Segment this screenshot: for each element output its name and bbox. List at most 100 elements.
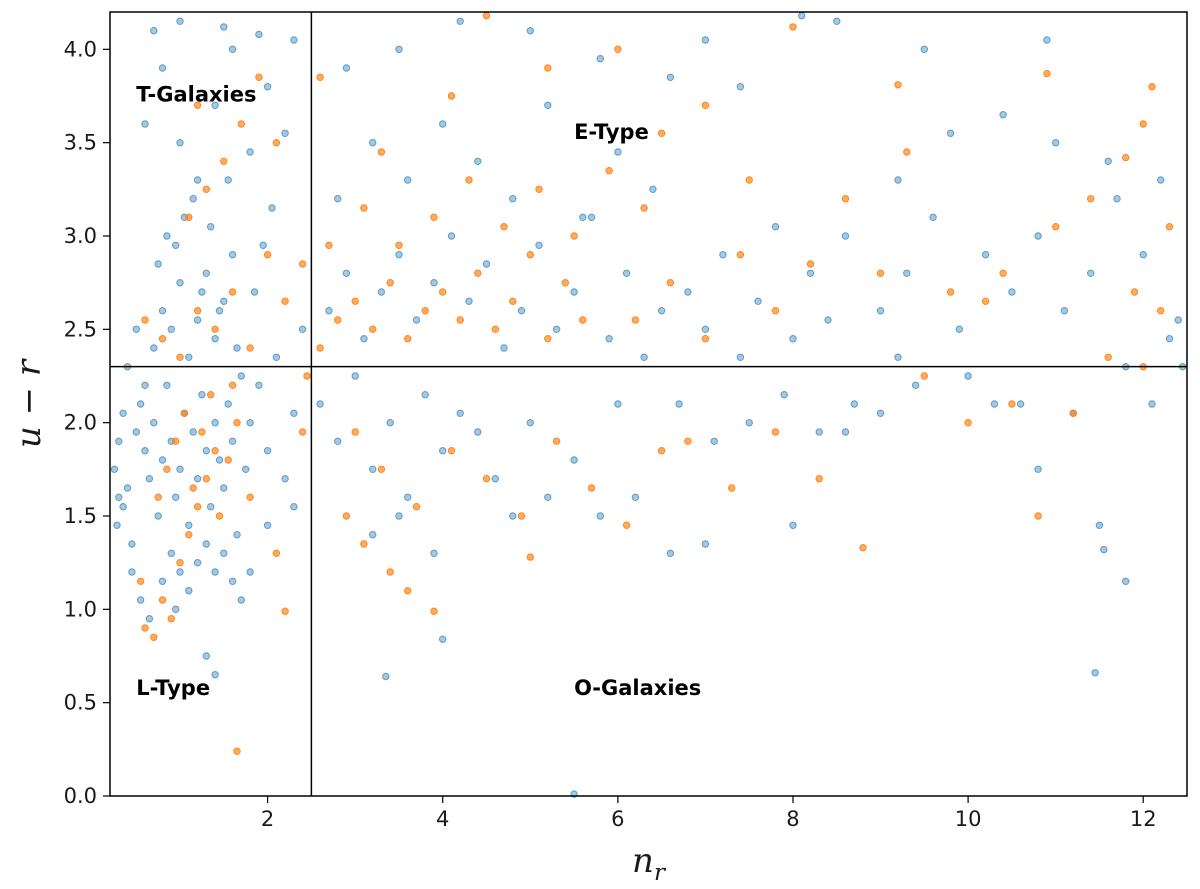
scatter-point-series-1 <box>1008 288 1016 296</box>
scatter-point-series-1 <box>833 17 841 25</box>
scatter-point-series-1 <box>430 279 438 287</box>
scatter-point-series-2 <box>631 316 640 324</box>
scatter-point-series-1 <box>113 521 121 529</box>
scatter-point-series-1 <box>964 372 972 380</box>
scatter-point-series-1 <box>1087 269 1095 277</box>
scatter-point-series-2 <box>657 447 666 455</box>
scatter-point-series-1 <box>622 269 631 277</box>
scatter-point-series-2 <box>176 559 184 567</box>
scatter-point-series-1 <box>163 232 171 240</box>
scatter-point-series-1 <box>193 559 202 567</box>
scatter-point-series-2 <box>1148 83 1156 91</box>
scatter-point-series-1 <box>395 512 403 520</box>
scatter-point-series-2 <box>303 372 311 380</box>
scatter-point-series-2 <box>281 297 289 305</box>
scatter-point-series-2 <box>334 316 342 324</box>
scatter-point-series-1 <box>771 223 780 231</box>
scatter-point-series-2 <box>351 297 359 305</box>
scatter-point-series-1 <box>649 185 657 194</box>
scatter-point-series-1 <box>500 344 508 352</box>
scatter-point-series-1 <box>903 269 911 277</box>
scatter-point-series-2 <box>1130 288 1139 296</box>
scatter-point-series-2 <box>841 195 850 203</box>
scatter-point-series-1 <box>193 316 202 324</box>
scatter-point-series-1 <box>132 428 141 436</box>
scatter-point-series-1 <box>421 391 429 399</box>
scatter-point-series-1 <box>115 437 123 445</box>
scatter-point-series-2 <box>386 279 394 287</box>
scatter-point-series-1 <box>141 120 149 128</box>
scatter-point-series-2 <box>193 101 202 110</box>
scatter-point-series-1 <box>544 101 552 110</box>
scatter-point-series-1 <box>342 269 351 277</box>
scatter-point-series-1 <box>128 568 136 576</box>
scatter-point-series-1 <box>228 437 237 445</box>
scatter-point-series-2 <box>544 335 552 343</box>
scatter-point-series-1 <box>614 148 622 156</box>
scatter-point-series-1 <box>509 195 517 203</box>
scatter-point-series-1 <box>150 27 158 35</box>
scatter-point-series-1 <box>132 325 141 333</box>
scatter-point-series-1 <box>172 493 180 501</box>
scatter-point-series-1 <box>263 447 272 455</box>
scatter-point-series-1 <box>1100 545 1108 554</box>
scatter-point-series-2 <box>894 81 902 89</box>
scatter-point-series-1 <box>605 335 613 343</box>
scatter-point-series-1 <box>176 279 184 287</box>
y-tick-label: 1.5 <box>64 504 97 528</box>
scatter-point-series-2 <box>325 241 333 250</box>
scatter-point-series-2 <box>622 521 631 529</box>
scatter-point-series-2 <box>404 587 412 595</box>
scatter-point-series-1 <box>145 475 154 483</box>
scatter-point-series-2 <box>1069 409 1077 417</box>
scatter-point-series-1 <box>163 381 171 389</box>
scatter-point-series-2 <box>158 596 167 604</box>
scatter-point-series-1 <box>172 605 180 613</box>
x-axis-ticks: 2 4 6 8 10 12 <box>261 796 1157 831</box>
scatter-point-series-2 <box>657 129 666 138</box>
scatter-point-series-2 <box>360 540 368 548</box>
scatter-point-series-2 <box>255 73 263 82</box>
scatter-point-series-2 <box>701 101 710 110</box>
scatter-point-series-1 <box>911 381 920 389</box>
scatter-point-series-1 <box>172 241 180 250</box>
scatter-point-series-2 <box>233 419 241 427</box>
scatter-point-series-2 <box>771 307 780 315</box>
region-label: L-Type <box>136 676 210 700</box>
scatter-point-series-1 <box>211 419 219 427</box>
scatter-point-series-1 <box>211 568 219 576</box>
scatter-point-series-2 <box>491 325 499 333</box>
scatter-point-series-2 <box>465 176 473 184</box>
scatter-point-series-2 <box>1043 69 1051 78</box>
scatter-point-series-1 <box>176 17 184 25</box>
scatter-point-series-2 <box>999 269 1007 277</box>
scatter-point-series-2 <box>439 288 447 296</box>
scatter-point-series-1 <box>596 55 604 63</box>
scatter-point-series-1 <box>447 232 456 240</box>
scatter-point-series-1 <box>255 381 263 389</box>
scatter-point-series-1 <box>316 400 324 408</box>
scatter-point-series-1 <box>290 503 298 511</box>
scatter-point-series-1 <box>474 157 482 166</box>
scatter-point-series-2 <box>237 120 246 128</box>
scatter-point-series-2 <box>167 615 176 623</box>
scatter-point-series-1 <box>430 549 438 557</box>
scatter-point-series-1 <box>215 456 224 464</box>
scatter-point-series-2 <box>163 465 171 473</box>
scatter-point-series-2 <box>500 223 508 231</box>
scatter-point-series-2 <box>207 391 215 399</box>
scatter-point-series-1 <box>154 260 162 268</box>
scatter-point-series-1 <box>509 512 517 520</box>
scatter-point-series-1 <box>176 465 184 473</box>
scatter-point-series-2 <box>745 176 753 184</box>
scatter-point-series-1 <box>237 372 246 380</box>
scatter-point-series-1 <box>456 17 464 25</box>
scatter-point-series-1 <box>798 12 806 20</box>
scatter-point-series-1 <box>189 428 197 436</box>
scatter-point-series-2 <box>526 251 534 259</box>
y-tick-label: 2.5 <box>64 317 97 341</box>
y-tick-label: 4.0 <box>64 37 97 61</box>
scatter-point-series-2 <box>298 260 307 268</box>
scatter-point-series-1 <box>526 419 534 427</box>
x-tick-label: 10 <box>955 807 982 831</box>
